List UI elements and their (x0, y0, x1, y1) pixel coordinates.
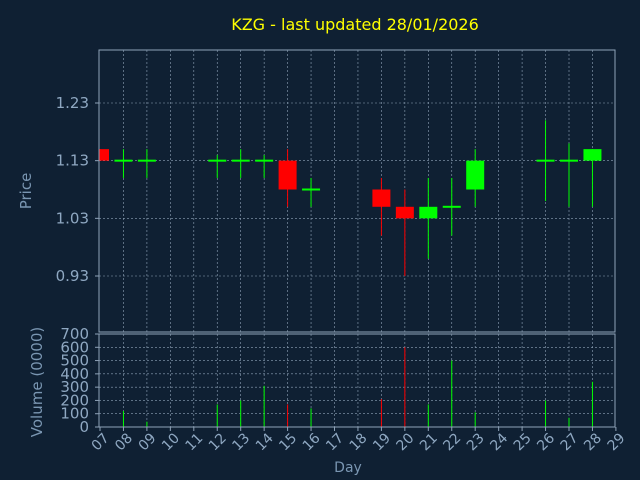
x-tick-label: 08 (112, 430, 136, 454)
price-panel: 1.23 1.13 1.03 0.93 Price (17, 49, 616, 333)
price-tick-label: 1.03 (56, 209, 89, 227)
x-tick-label: 15 (276, 430, 300, 454)
chart-title: KZG - last updated 28/01/2026 (231, 15, 479, 34)
x-tick-label: 29 (605, 430, 629, 454)
candle-body (208, 159, 227, 162)
x-tick-label: 27 (558, 430, 582, 454)
price-y-tick-labels: 1.23 1.13 1.03 0.93 (56, 94, 99, 285)
price-tick-label: 0.93 (56, 267, 89, 285)
volume-axis-label: Volume (0000) (28, 327, 46, 437)
candle-body (583, 149, 602, 161)
x-tick-label: 24 (487, 430, 511, 454)
price-frame (98, 49, 616, 333)
candle-body (442, 205, 461, 208)
volume-tick-label: 400 (60, 365, 89, 383)
candle-body (114, 159, 133, 162)
x-tick-label: 09 (136, 430, 160, 454)
x-tick-label: 26 (534, 430, 558, 454)
price-grid (99, 50, 615, 332)
volume-tick-label: 200 (60, 391, 89, 409)
volume-tick-label: 300 (60, 378, 89, 396)
x-tick-label: 14 (253, 430, 277, 454)
candle-body (419, 206, 438, 219)
x-tick-label: 28 (581, 430, 605, 454)
volume-bars (122, 347, 593, 427)
x-tick-label: 17 (323, 430, 347, 454)
price-candles (99, 120, 602, 276)
candle-body (560, 159, 578, 162)
candle-body (395, 206, 414, 219)
x-tick-label: 07 (89, 430, 113, 454)
price-tick-label: 1.23 (56, 94, 89, 112)
candle-body (372, 189, 391, 207)
candle-body (255, 159, 274, 162)
candle-body (466, 160, 485, 190)
x-tick-label: 20 (394, 430, 418, 454)
price-axis-label: Price (17, 173, 35, 210)
x-axis-label: Day (334, 460, 362, 476)
price-tick-label: 1.13 (56, 152, 89, 170)
x-tick-label: 16 (300, 430, 324, 454)
volume-tick-label: 0 (79, 418, 89, 436)
x-tick-label: 25 (511, 430, 535, 454)
x-tick-label: 19 (370, 430, 394, 454)
candle-body (536, 159, 555, 162)
candle-body (278, 160, 297, 190)
volume-tick-label: 600 (60, 338, 89, 356)
x-tick-label: 18 (347, 430, 371, 454)
x-tick-label: 10 (159, 430, 183, 454)
volume-grid (99, 334, 615, 427)
x-tick-label: 11 (182, 430, 206, 454)
candle-body (231, 159, 250, 162)
x-tick-label: 22 (440, 430, 464, 454)
x-tick-label: 23 (464, 430, 488, 454)
volume-tick-label: 100 (60, 405, 89, 423)
volume-frame (98, 333, 616, 428)
candle-body (137, 159, 156, 162)
candle-body (302, 188, 321, 191)
x-tick-labels: 07 08 09 10 11 12 13 14 15 16 17 18 19 20 21 22 23 24 25 26… (89, 427, 629, 454)
x-tick-label: 21 (417, 430, 441, 454)
volume-tick-label: 500 (60, 352, 89, 370)
x-tick-label: 13 (229, 430, 253, 454)
x-tick-label: 12 (206, 430, 230, 454)
volume-tick-label: 700 (60, 325, 89, 343)
candle-body (99, 149, 109, 161)
